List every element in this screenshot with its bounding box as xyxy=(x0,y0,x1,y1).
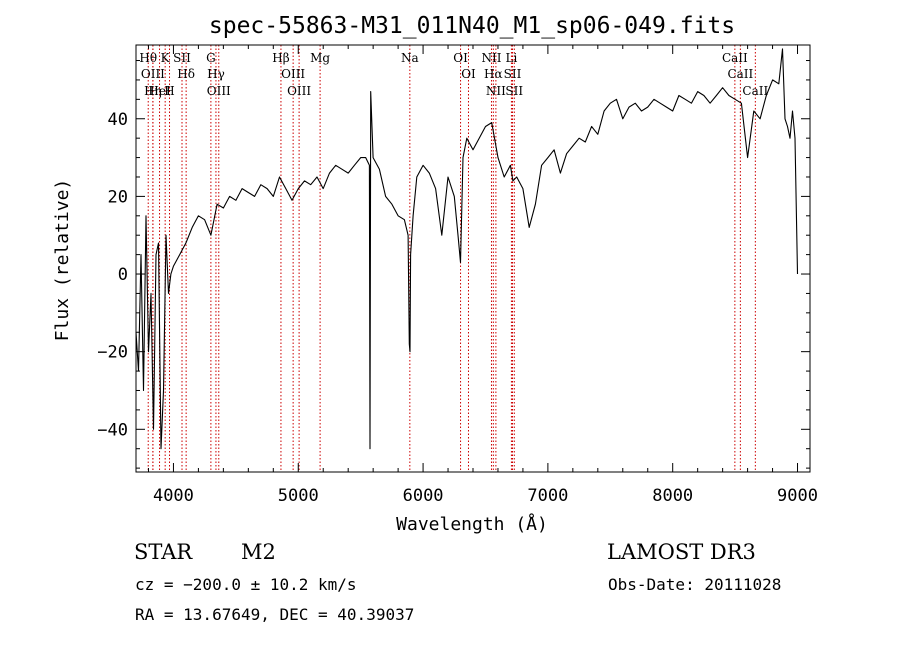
plot-axes xyxy=(135,44,811,473)
line-label-caii: CaII xyxy=(722,51,748,65)
spectrum-series xyxy=(135,48,799,450)
plot-frame xyxy=(135,44,811,473)
line-label-nii: NII xyxy=(481,51,501,65)
spectrum-line xyxy=(135,48,799,450)
line-label-k: K xyxy=(161,51,171,65)
coordinates-radec: RA = 13.67649, DEC = 40.39037 xyxy=(135,605,415,624)
line-label-h: H xyxy=(164,84,174,98)
y-tick-label: 40 xyxy=(108,110,128,130)
y-axis-label: Flux (relative) xyxy=(52,179,73,342)
line-label-hei: HeI xyxy=(148,84,171,98)
y-tick-label: −40 xyxy=(97,420,128,440)
x-tick-label: 6000 xyxy=(403,486,444,506)
line-label-oi: OI xyxy=(461,67,476,81)
x-tick-label: 7000 xyxy=(527,486,568,506)
line-label-oiii: OIII xyxy=(287,84,311,98)
line-label-sii: SII xyxy=(173,51,191,65)
line-label-caii: CaII xyxy=(727,67,753,81)
survey-name: LAMOST DR3 xyxy=(607,540,756,564)
object-class: STAR xyxy=(134,540,193,564)
line-label-mg: Mg xyxy=(310,51,330,65)
axis-ticks: 4000 5000 6000 7000 8000 9000 −40 −20 0 20 40 xyxy=(97,45,818,506)
line-label-sii: SII xyxy=(504,67,522,81)
line-label-oiii: OIII xyxy=(141,67,165,81)
x-axis-label: Wavelength (Å) xyxy=(396,513,548,535)
x-tick-label: 4000 xyxy=(153,486,194,506)
line-label-li: Li xyxy=(506,51,518,65)
y-tick-label: −20 xyxy=(97,343,128,363)
line-label-hη: Hη xyxy=(144,84,162,98)
line-label-oiii: OIII xyxy=(281,67,305,81)
line-label-g: G xyxy=(206,51,216,65)
line-label-sii: SII xyxy=(505,84,523,98)
x-tick-label: 9000 xyxy=(777,486,818,506)
line-label-hθ: Hθ xyxy=(139,51,157,65)
spectral-line-markers xyxy=(147,45,756,472)
line-label-hβ: Hβ xyxy=(272,51,289,65)
x-tick-label: 5000 xyxy=(278,486,319,506)
line-label-hα: Hα xyxy=(484,67,503,81)
line-label-hγ: Hγ xyxy=(207,67,225,81)
line-label-na: Na xyxy=(401,51,419,65)
line-label-oi: OI xyxy=(453,51,468,65)
x-tick-label: 8000 xyxy=(652,486,693,506)
y-tick-label: 20 xyxy=(108,187,128,207)
y-tick-label: 0 xyxy=(118,265,128,285)
line-label-caii: CaII xyxy=(742,84,768,98)
observation-date: Obs-Date: 20111028 xyxy=(608,575,782,594)
line-label-hδ: Hδ xyxy=(177,67,195,81)
line-label-oiii: OIII xyxy=(207,84,231,98)
redshift-cz: cz = −200.0 ± 10.2 km/s xyxy=(135,575,357,594)
chart-title: spec-55863-M31_011N40_M1_sp06-049.fits xyxy=(209,13,735,39)
line-label-nii: NII xyxy=(486,84,506,98)
object-subclass: M2 xyxy=(241,540,276,564)
